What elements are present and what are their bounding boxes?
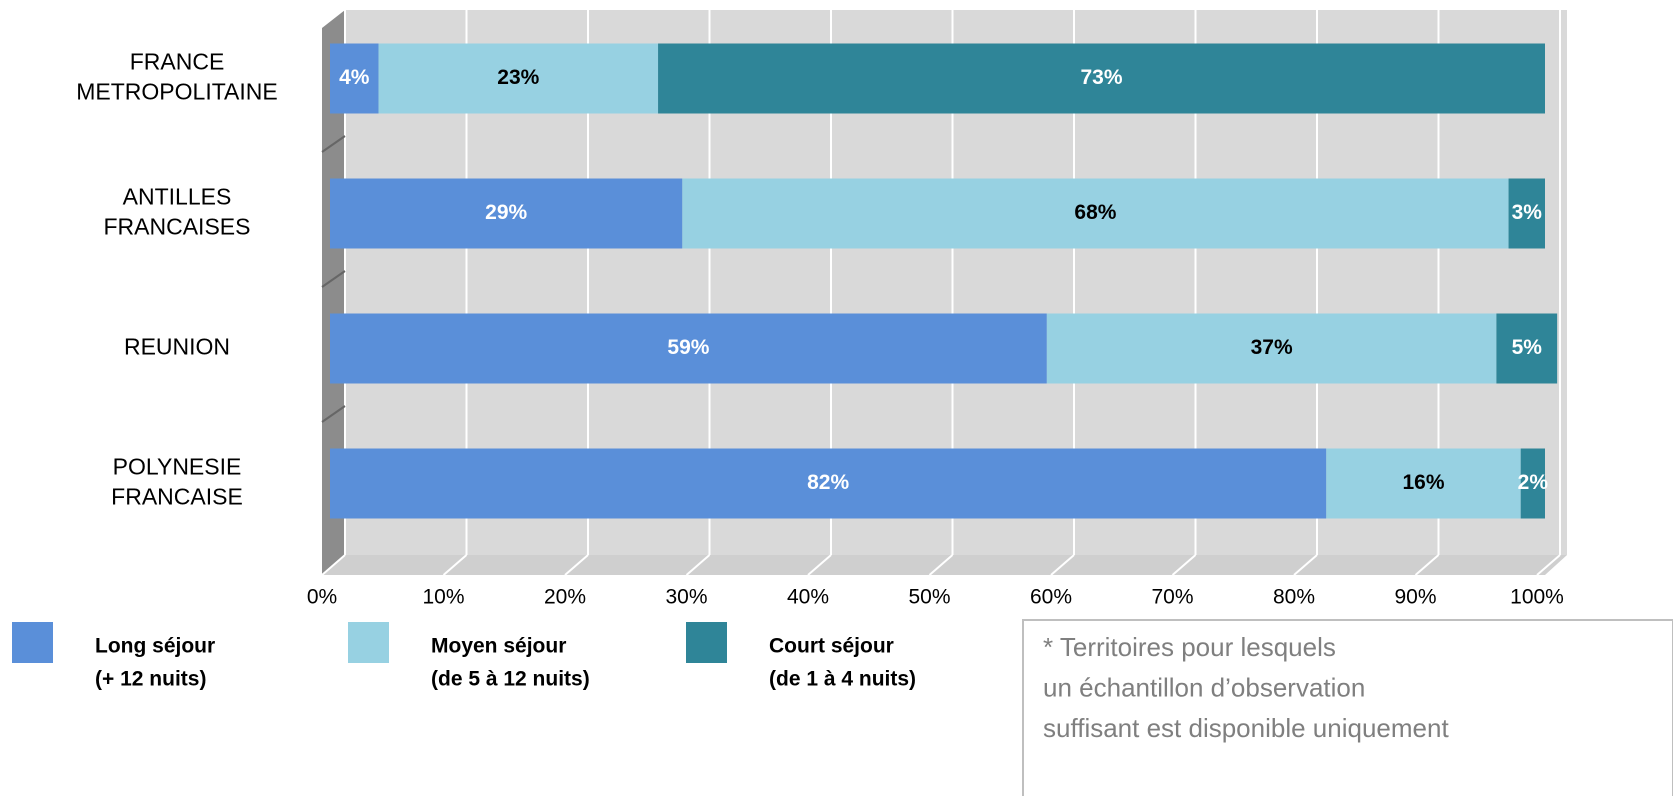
grid-floor-line xyxy=(321,554,346,576)
bar-segment xyxy=(378,43,659,114)
y-tick-label: POLYNESIE FRANCAISE xyxy=(111,454,243,510)
y-tick xyxy=(321,135,346,153)
grid-floor-line xyxy=(1050,554,1075,576)
bar-segment xyxy=(1520,448,1545,519)
grid-floor-line xyxy=(1293,554,1318,576)
grid-floor-line xyxy=(685,554,711,576)
bar-segment xyxy=(1326,448,1521,519)
bar-segment xyxy=(330,43,379,114)
x-tick-label: 90% xyxy=(1394,586,1436,609)
x-tick-label: 60% xyxy=(1030,586,1072,609)
x-tick-label: 50% xyxy=(908,586,950,609)
data-label: 2% xyxy=(1518,471,1549,494)
bar-segment xyxy=(1046,313,1497,384)
bar-segment xyxy=(682,178,1509,249)
left-wall xyxy=(322,10,345,575)
annotation: * Territoires pour lesquels xyxy=(1043,632,1336,662)
data-label: 3% xyxy=(1512,201,1543,224)
legend-label: Long séjour (+ 12 nuits) xyxy=(95,634,215,690)
annotation: suffisant est disponible uniquement xyxy=(1043,713,1449,743)
bar-segment xyxy=(330,313,1047,384)
y-tick xyxy=(321,270,346,288)
data-label: 23% xyxy=(497,66,539,89)
legend-swatch xyxy=(686,622,727,663)
x-tick-label: 10% xyxy=(422,586,464,609)
y-tick-label: FRANCE METROPOLITAINE xyxy=(76,49,278,105)
legend-swatch xyxy=(348,622,389,663)
grid-floor-line xyxy=(1414,554,1440,576)
x-tick-label: 40% xyxy=(787,586,829,609)
grid-floor-line xyxy=(1171,554,1197,576)
x-tick-label: 30% xyxy=(665,586,707,609)
grid-floor-line xyxy=(1536,554,1561,576)
bar-segment xyxy=(330,178,683,249)
data-label: 37% xyxy=(1251,336,1293,359)
data-label: 82% xyxy=(807,471,849,494)
data-label: 68% xyxy=(1074,201,1116,224)
data-label: 5% xyxy=(1512,336,1543,359)
bar-segment xyxy=(1496,313,1558,384)
x-tick-label: 70% xyxy=(1151,586,1193,609)
annotation: un échantillon d’observation xyxy=(1043,672,1365,702)
grid-floor-line xyxy=(442,554,468,576)
data-label: 73% xyxy=(1081,66,1123,89)
bar-segment xyxy=(1508,178,1545,249)
data-label: 4% xyxy=(339,66,370,89)
y-tick xyxy=(321,405,346,423)
legend-label: Court séjour (de 1 à 4 nuits) xyxy=(769,634,916,690)
data-label: 29% xyxy=(485,201,527,224)
y-tick-label: ANTILLES FRANCAISES xyxy=(104,184,251,240)
grid-floor-line xyxy=(928,554,954,576)
grid-floor-line xyxy=(807,554,832,576)
bar-segment xyxy=(658,43,1545,114)
bar-segment xyxy=(330,448,1327,519)
data-label: 59% xyxy=(667,336,709,359)
data-label: 16% xyxy=(1402,471,1444,494)
x-tick-label: 0% xyxy=(307,586,337,609)
x-tick-label: 80% xyxy=(1273,586,1315,609)
legend-swatch xyxy=(12,622,53,663)
note-box xyxy=(1022,619,1673,796)
y-tick-label: REUNION xyxy=(124,334,230,360)
x-tick-label: 100% xyxy=(1510,586,1564,609)
grid-floor-line xyxy=(564,554,589,576)
x-tick-label: 20% xyxy=(544,586,586,609)
legend-label: Moyen séjour (de 5 à 12 nuits) xyxy=(431,634,590,690)
floor xyxy=(322,555,1567,575)
